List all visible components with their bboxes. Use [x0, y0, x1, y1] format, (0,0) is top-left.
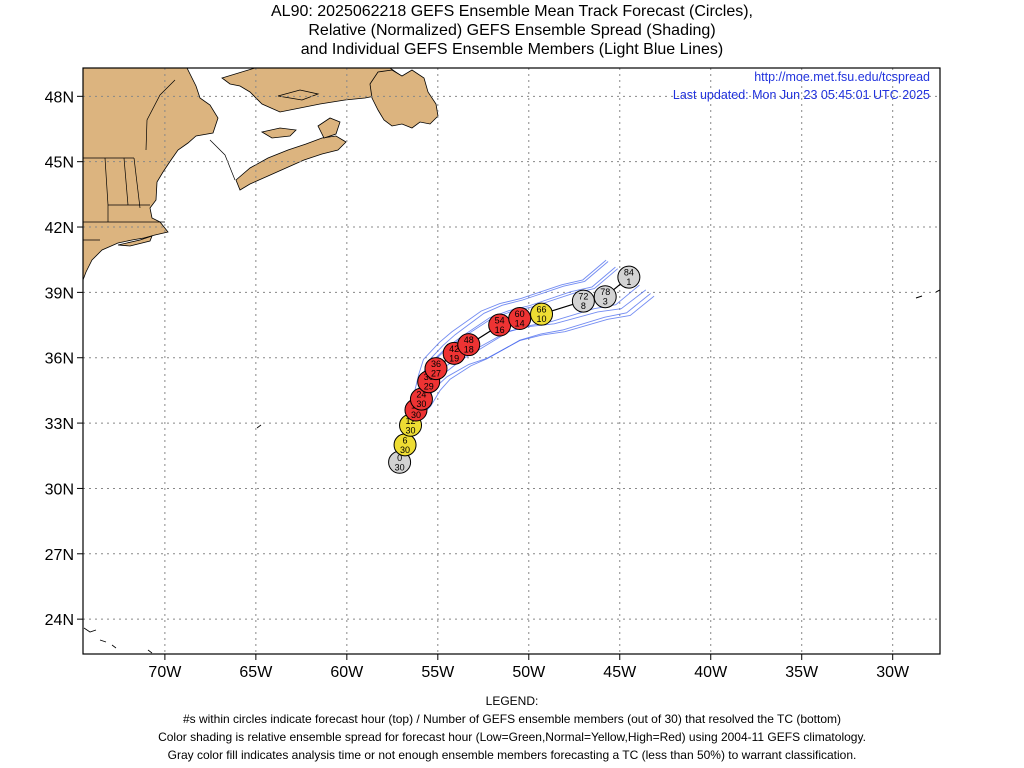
title-line-3: and Individual GEFS Ensemble Members (Li…: [300, 41, 724, 58]
member-count-label: 19: [449, 353, 459, 363]
forecast-hour-label: 48: [464, 335, 474, 345]
ensemble-mean-track: 0306301230183024303029362742194818541660…: [388, 265, 641, 474]
forecast-hour-label: 60: [515, 309, 525, 319]
title-line-2: Relative (Normalized) GEFS Ensemble Spre…: [308, 22, 716, 39]
forecast-hour-label: 84: [624, 268, 634, 278]
map-title: AL90: 2025062218 GEFS Ensemble Mean Trac…: [0, 2, 1024, 59]
legend-heading: LEGEND:: [485, 694, 539, 708]
land-caribbean-2: [99, 639, 107, 643]
source-url-link[interactable]: http://moe.met.fsu.edu/tcspread: [754, 70, 930, 84]
forecast-hour-label: 54: [495, 316, 505, 326]
forecast-circle: [617, 265, 641, 289]
border-7: [145, 79, 176, 151]
lon-tick-label: 40W: [694, 664, 728, 681]
land-cape-breton: [317, 117, 341, 139]
member-count-label: 30: [416, 399, 426, 409]
legend-line-1: #s within circles indicate forecast hour…: [182, 712, 842, 726]
lat-tick-label: 27N: [45, 547, 74, 564]
forecast-circle: [571, 289, 595, 313]
lat-tick-label: 33N: [45, 416, 74, 433]
lat-tick-label: 48N: [45, 89, 74, 106]
member-count-label: 30: [400, 445, 410, 455]
border-5: [133, 157, 141, 209]
grid-lines: [83, 68, 940, 654]
lon-tick-label: 30W: [876, 664, 910, 681]
member-count-label: 30: [411, 410, 421, 420]
legend-line-2: Color shading is relative ensemble sprea…: [158, 730, 866, 744]
forecast-hour-label: 24: [416, 390, 426, 400]
map-frame: [82, 67, 941, 655]
land-layer: [83, 68, 940, 654]
last-updated-text: Last updated: Mon Jun 23 05:45:01 UTC 20…: [673, 88, 930, 102]
land-bermuda: [256, 424, 262, 429]
lon-tick-label: 65W: [239, 664, 273, 681]
land-azores-2: [935, 289, 940, 293]
forecast-hour-label: 0: [397, 453, 402, 463]
member-count-label: 16: [495, 325, 505, 335]
member-count-label: 8: [581, 301, 586, 311]
member-count-label: 29: [424, 382, 434, 392]
forecast-point: 630: [393, 433, 417, 457]
forecast-hour-label: 6: [403, 435, 408, 445]
legend: LEGEND: #s within circles indicate forec…: [0, 692, 1024, 764]
forecast-point: 783: [593, 285, 617, 309]
title-line-1: AL90: 2025062218 GEFS Ensemble Mean Trac…: [271, 3, 753, 20]
member-count-label: 1: [626, 277, 631, 287]
forecast-hour-label: 78: [600, 287, 610, 297]
political-borders: [83, 79, 236, 241]
border-4: [123, 157, 129, 206]
forecast-circle: [530, 302, 554, 326]
forecast-point: 841: [617, 265, 641, 289]
axis-ticks: 70W 65W 60W 55W 50W 45W 40W 35W 30W 24N 27N 30N 33N 3…: [45, 89, 910, 681]
forecast-hour-label: 12: [406, 416, 416, 426]
lon-tick-label: 60W: [330, 664, 364, 681]
forecast-circle: [508, 307, 532, 331]
forecast-circle: [593, 285, 617, 309]
land-us-northeast: [83, 68, 219, 281]
forecast-hour-label: 66: [537, 305, 547, 315]
member-count-label: 14: [515, 319, 525, 329]
lon-tick-label: 45W: [603, 664, 637, 681]
lon-tick-label: 70W: [148, 664, 182, 681]
legend-line-3: Gray color fill indicates analysis time …: [167, 748, 857, 762]
land-caribbean-1: [83, 627, 97, 633]
ocean-background: [83, 68, 940, 654]
forecast-point: 728: [571, 289, 595, 313]
land-caribbean-4: [147, 649, 153, 654]
lat-tick-label: 42N: [45, 220, 74, 237]
land-pei: [260, 127, 297, 139]
lat-tick-label: 36N: [45, 351, 74, 368]
member-count-label: 10: [537, 314, 547, 324]
lon-tick-label: 35W: [785, 664, 819, 681]
lon-tick-label: 55W: [421, 664, 455, 681]
land-anticosti: [277, 89, 320, 101]
lat-tick-label: 45N: [45, 155, 74, 172]
border-9: [209, 139, 236, 181]
lat-tick-label: 30N: [45, 481, 74, 498]
lat-tick-label: 24N: [45, 612, 74, 629]
forecast-hour-label: 42: [449, 344, 459, 354]
member-count-label: 27: [431, 369, 441, 379]
forecast-circle: [424, 357, 448, 381]
land-nova-scotia: [235, 135, 347, 191]
forecast-hour-label: 36: [431, 359, 441, 369]
land-azores-1: [915, 295, 923, 299]
member-count-label: 30: [395, 462, 405, 472]
track-map: 0306301230183024303029362742194818541660…: [45, 67, 941, 681]
forecast-circle: [457, 333, 481, 357]
member-count-label: 18: [464, 345, 474, 355]
land-long-island: [117, 235, 153, 247]
lat-tick-label: 39N: [45, 285, 74, 302]
forecast-hour-label: 72: [578, 292, 588, 302]
member-count-label: 3: [603, 297, 608, 307]
member-count-label: 30: [406, 425, 416, 435]
lon-tick-label: 50W: [512, 664, 546, 681]
land-caribbean-3: [111, 644, 117, 649]
land-newfoundland: [369, 69, 439, 129]
